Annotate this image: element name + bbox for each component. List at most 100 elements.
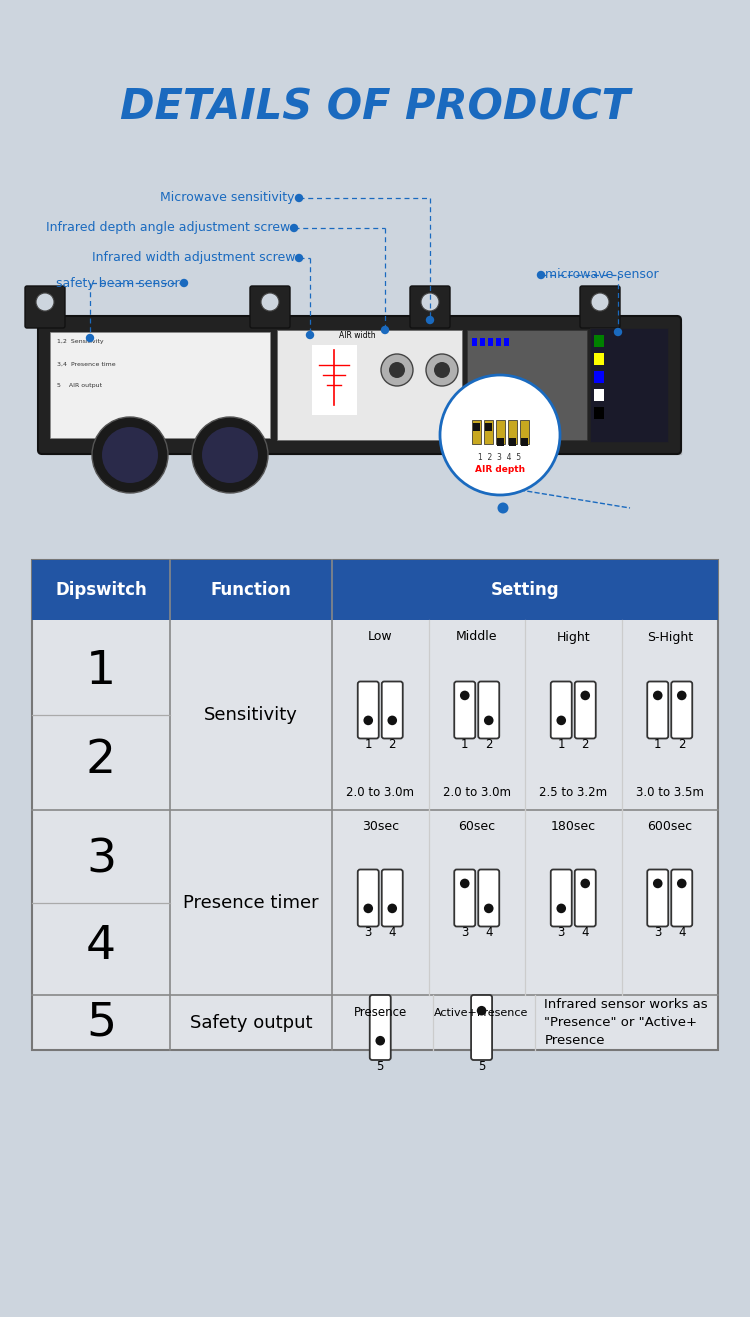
Text: 5    AIR output: 5 AIR output [57,383,102,389]
Circle shape [477,1006,487,1015]
Bar [594,389,604,400]
FancyBboxPatch shape [410,286,450,328]
Bar [32,560,718,620]
Text: microwave sensor: microwave sensor [545,269,658,282]
Text: Low: Low [368,631,392,644]
Circle shape [538,271,544,278]
Text: 1  2  3  4  5: 1 2 3 4 5 [478,453,521,462]
Text: 1: 1 [364,739,372,752]
Text: 2: 2 [86,738,116,784]
Text: Safety output: Safety output [190,1014,312,1031]
Circle shape [388,903,397,913]
Circle shape [192,417,268,493]
Bar [50,332,270,439]
FancyBboxPatch shape [382,681,403,739]
Bar [496,420,505,444]
Bar [472,338,477,346]
Circle shape [181,279,188,287]
Text: Active+Presence: Active+Presence [434,1008,529,1018]
Bar [312,345,357,415]
Text: 4: 4 [86,925,116,969]
Bar [467,331,587,440]
Circle shape [92,417,168,493]
Text: Infrared width adjustment screw: Infrared width adjustment screw [92,252,295,265]
FancyBboxPatch shape [550,869,572,926]
Bar [497,439,504,446]
Circle shape [484,715,494,726]
Text: 2.0 to 3.0m: 2.0 to 3.0m [346,785,414,798]
FancyBboxPatch shape [574,681,596,739]
Circle shape [86,335,94,341]
FancyBboxPatch shape [478,869,500,926]
Text: 2.5 to 3.2m: 2.5 to 3.2m [539,785,608,798]
Circle shape [202,427,258,483]
Circle shape [580,878,590,888]
Circle shape [614,328,622,336]
Bar [472,420,481,444]
Text: 5: 5 [86,1000,116,1044]
Text: Infrared depth angle adjustment screw: Infrared depth angle adjustment screw [46,221,290,234]
Bar [485,423,492,431]
Text: 5: 5 [376,1060,384,1073]
Text: 4: 4 [388,926,396,939]
Bar [521,439,528,446]
Circle shape [580,690,590,701]
Circle shape [102,427,158,483]
Bar [473,423,480,431]
Text: S-Hight: S-Hight [646,631,693,644]
Circle shape [556,903,566,913]
Circle shape [460,878,470,888]
FancyBboxPatch shape [478,681,500,739]
Text: 600sec: 600sec [647,820,692,834]
Circle shape [421,292,439,311]
Circle shape [382,327,388,333]
Circle shape [677,878,686,888]
Circle shape [556,715,566,726]
FancyBboxPatch shape [358,681,379,739]
Text: 1: 1 [461,739,469,752]
Bar [480,338,485,346]
Text: 2.0 to 3.0m: 2.0 to 3.0m [442,785,511,798]
FancyBboxPatch shape [38,316,681,454]
Text: 4: 4 [581,926,589,939]
Circle shape [296,254,302,262]
Bar [594,353,604,365]
FancyBboxPatch shape [25,286,65,328]
Text: 2: 2 [485,739,493,752]
Text: 5: 5 [478,1060,485,1073]
FancyBboxPatch shape [550,681,572,739]
Bar [520,420,529,444]
Text: 60sec: 60sec [458,820,495,834]
Circle shape [307,332,314,338]
Text: 3: 3 [364,926,372,939]
Text: 2: 2 [581,739,589,752]
FancyBboxPatch shape [358,869,379,926]
Circle shape [497,503,508,514]
Text: Presence timer: Presence timer [183,893,319,911]
Text: Microwave sensitivity: Microwave sensitivity [160,191,295,204]
Circle shape [36,292,54,311]
Text: AIR width: AIR width [339,331,375,340]
FancyBboxPatch shape [580,286,620,328]
Text: 3: 3 [557,926,565,939]
FancyBboxPatch shape [454,681,476,739]
Text: 1: 1 [86,649,116,694]
Circle shape [653,878,662,888]
Text: DETAILS OF PRODUCT: DETAILS OF PRODUCT [120,87,630,129]
Bar [484,420,493,444]
Circle shape [261,292,279,311]
FancyBboxPatch shape [574,869,596,926]
Bar [509,439,516,446]
Text: 4: 4 [678,926,686,939]
FancyBboxPatch shape [250,286,290,328]
Circle shape [381,354,413,386]
FancyBboxPatch shape [671,681,692,739]
Text: 1: 1 [557,739,565,752]
Bar [46,324,681,454]
FancyBboxPatch shape [382,869,403,926]
Circle shape [591,292,609,311]
Bar [590,328,668,443]
Bar [594,335,604,346]
Circle shape [460,690,470,701]
Bar [32,560,718,1050]
